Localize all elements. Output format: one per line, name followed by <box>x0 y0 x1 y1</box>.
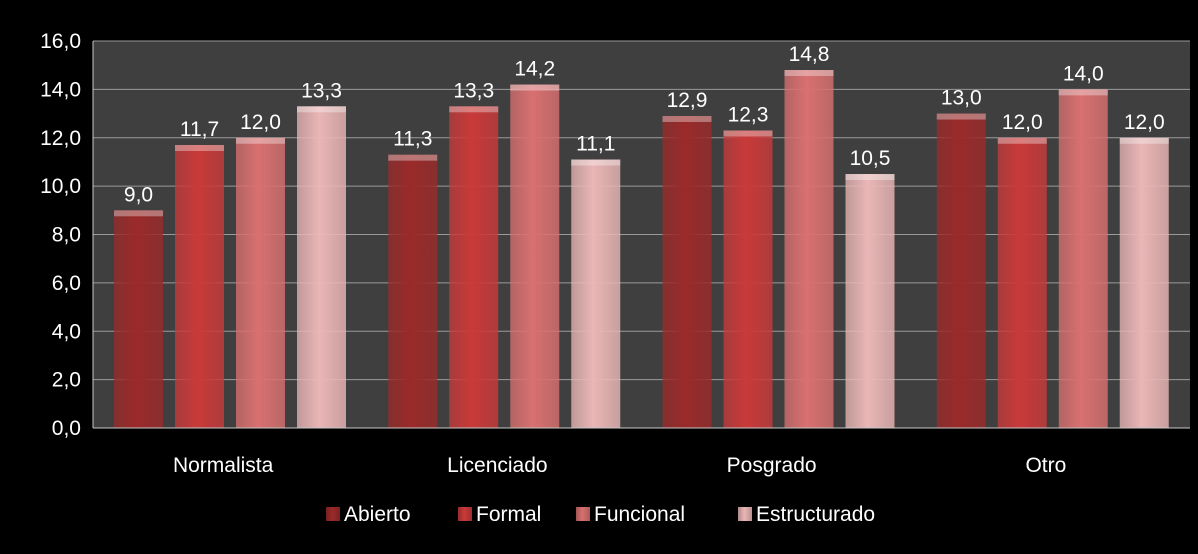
bar-abierto-otro <box>936 113 986 428</box>
bar-abierto-licenciado <box>388 154 438 428</box>
x-category-label: Licenciado <box>447 454 547 477</box>
legend-label: Abierto <box>344 503 411 526</box>
data-label: 12,0 <box>240 111 281 134</box>
bar-highlight <box>297 106 346 113</box>
data-label: 14,2 <box>514 58 555 81</box>
data-label: 11,3 <box>393 128 432 151</box>
bar-highlight <box>449 106 499 113</box>
data-label: 11,1 <box>576 133 615 156</box>
bar-estructurado-normalista <box>297 106 346 429</box>
bar-formal-licenciado <box>449 106 499 429</box>
bar-highlight <box>236 137 285 144</box>
data-label: 12,0 <box>1002 111 1043 134</box>
bar-highlight <box>571 159 621 166</box>
legend-label: Estructurado <box>756 503 875 526</box>
bar-highlight <box>723 130 773 137</box>
data-label: 11,7 <box>180 118 219 141</box>
bars: 9,0 11,7 12,0 13,3 11,3 13,3 14,2 11,1 12,9 12,3 1… <box>114 43 1169 429</box>
bar-highlight <box>1058 89 1108 96</box>
y-tick-label: 8,0 <box>52 224 81 247</box>
bar-estructurado-posgrado <box>845 174 895 428</box>
data-label: 13,0 <box>941 87 982 110</box>
bar-abierto-normalista <box>114 210 163 428</box>
bar-funcional-otro <box>1058 89 1108 428</box>
legend-swatch <box>458 507 472 521</box>
y-tick-label: 6,0 <box>52 272 81 295</box>
legend-swatch <box>738 507 752 521</box>
y-tick-label: 14,0 <box>40 78 81 101</box>
legend: Abierto Formal Funcional Estructurado <box>326 503 875 526</box>
data-label: 13,3 <box>453 79 494 102</box>
bar-formal-otro <box>997 137 1047 428</box>
y-tick-label: 2,0 <box>52 369 81 392</box>
bar-estructurado-otro <box>1119 137 1169 428</box>
data-label: 14,8 <box>789 43 830 66</box>
bar-highlight <box>388 154 438 161</box>
legend-swatch <box>576 507 590 521</box>
data-label: 14,0 <box>1063 62 1104 85</box>
x-category-label: Normalista <box>173 454 274 477</box>
bar-highlight <box>997 137 1047 144</box>
y-tick-label: 0,0 <box>52 417 81 440</box>
bar-funcional-licenciado <box>510 84 560 428</box>
bar-highlight <box>510 84 560 91</box>
bar-funcional-normalista <box>236 137 285 428</box>
bar-highlight <box>936 113 986 120</box>
data-label: 12,3 <box>728 103 769 126</box>
y-tick-label: 10,0 <box>40 175 81 198</box>
bar-funcional-posgrado <box>784 70 834 429</box>
legend-label: Funcional <box>594 503 685 526</box>
bar-highlight <box>175 145 224 152</box>
bar-highlight <box>114 210 163 217</box>
data-label: 13,3 <box>301 79 342 102</box>
legend-swatch <box>326 507 340 521</box>
data-label: 12,0 <box>1124 111 1165 134</box>
data-label: 10,5 <box>850 147 891 170</box>
bar-abierto-posgrado <box>662 115 712 428</box>
bar-formal-posgrado <box>723 130 773 428</box>
bar-highlight <box>1119 137 1169 144</box>
bar-highlight <box>845 174 895 181</box>
axes: 0,0 2,0 4,0 6,0 8,0 10,0 12,0 14,0 16,0 Normalist… <box>40 30 1190 477</box>
y-tick-label: 12,0 <box>40 127 81 150</box>
x-category-label: Otro <box>1025 454 1066 477</box>
x-category-label: Posgrado <box>727 454 817 477</box>
data-label: 9,0 <box>124 183 153 206</box>
y-tick-label: 16,0 <box>40 30 81 53</box>
data-label: 12,9 <box>667 89 708 112</box>
bar-highlight <box>662 115 712 122</box>
bar-formal-normalista <box>175 145 224 428</box>
legend-label: Formal <box>476 503 541 526</box>
bar-highlight <box>784 70 834 77</box>
y-tick-label: 4,0 <box>52 320 81 343</box>
bar-estructurado-licenciado <box>571 159 621 429</box>
